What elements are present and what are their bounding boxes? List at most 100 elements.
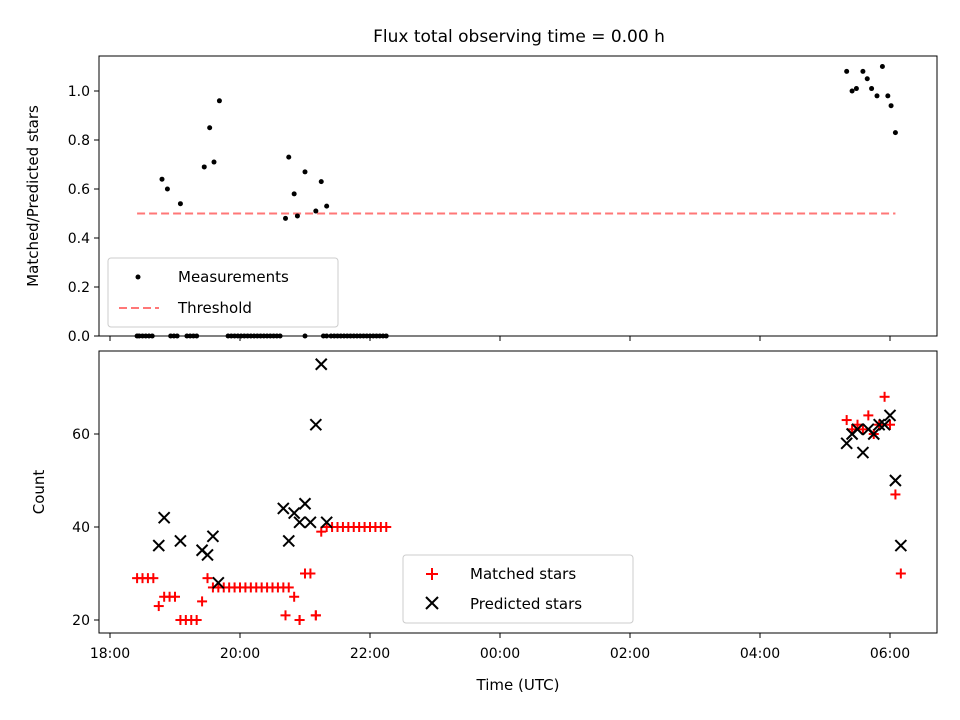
matched-star-point [153,601,164,612]
x-tick-label: 06:00 [870,646,910,662]
measurement-point [201,164,207,170]
measurement-point [888,103,894,109]
predicted-star-point [174,534,187,548]
matched-star-point [170,591,180,602]
bottom-y-tick-label: 20 [72,613,90,629]
matched-star-point [879,391,890,402]
predicted-star-point [201,548,214,562]
predicted-star-point [315,358,328,371]
matched-star-point [294,615,305,625]
matched-star-point [890,489,901,500]
matched-star-point [857,424,868,435]
bottom-y-tick-label: 40 [72,520,90,536]
top-legend-box [107,257,339,328]
top-panel: 0.0 0.2 0.4 0.6 0.8 1.0 Matched/Predicted sta… [24,55,938,345]
matched-star-point [280,610,291,621]
measurement-point [324,203,330,209]
predicted-star-point [293,516,306,529]
measurement-point [283,215,288,221]
legend-matched-marker [426,568,438,580]
measurement-point [291,191,297,197]
bottom-y-tick-label: 60 [72,427,90,443]
matched-star-point [289,591,300,602]
legend-predicted-label: Predicted stars [470,595,582,613]
predicted-star-point [206,530,220,543]
matched-star-point [283,582,294,593]
measurement-point [849,88,855,94]
measurement-point [885,93,891,99]
legend-measurements-marker [135,274,141,280]
predicted-star-point [309,418,323,431]
top-plot-frame [98,55,938,337]
top-y-tick-label: 0.4 [68,231,90,247]
matched-star-point [863,410,874,421]
matched-star-point [885,419,895,430]
predicted-star-point [872,418,886,431]
measurements-series [134,64,898,339]
bottom-y-axis-label: Count [30,470,48,515]
matched-star-point [197,596,208,607]
matched-star-point [202,573,213,584]
predicted-star-point [152,539,165,552]
x-tick-label: 20:00 [220,646,260,662]
predicted-star-point [883,409,897,422]
bottom-panel: 20 40 60 18:00 20:00 22:00 00:00 02:00 04:00 06:… [30,350,938,694]
predicted-star-point [894,539,908,552]
measurement-point [869,86,875,92]
measurement-point [294,213,300,219]
x-tick-label: 02:00 [610,646,650,662]
top-y-tick-label: 0.0 [68,329,90,345]
measurement-point [286,154,292,160]
x-tick-label: 04:00 [740,646,780,662]
top-legend: Measurements Threshold [107,257,339,328]
top-y-ticks: 0.0 0.2 0.4 0.6 0.8 1.0 [68,84,99,345]
bottom-legend-box [402,554,634,624]
predicted-star-point [851,423,864,436]
top-y-tick-label: 1.0 [68,84,90,100]
bottom-y-ticks: 20 40 60 [72,427,99,629]
predicted-star-point [867,427,880,441]
predicted-star-point [282,534,295,548]
matched-star-point [895,568,906,579]
matched-star-point [381,522,392,532]
predicted-star-point [856,446,870,459]
measurement-point [211,159,217,165]
predicted-star-point [320,516,333,529]
matched-star-point [300,568,310,579]
measurement-point [302,169,308,175]
bottom-legend: Matched stars Predicted stars [402,554,634,624]
measurement-point [159,176,165,182]
top-y-axis-label: Matched/Predicted stars [24,105,42,287]
top-y-tick-label: 0.2 [68,280,90,296]
top-y-tick-label: 0.8 [68,133,90,149]
measurement-point [216,98,222,104]
predicted-star-point [889,474,902,487]
measurement-point [318,179,324,185]
x-tick-label: 22:00 [350,646,390,662]
measurement-point [207,125,213,131]
measurement-point [164,186,170,192]
matched-star-point [316,526,327,537]
chart-title: Flux total observing time = 0.00 h [373,27,665,47]
predicted-star-point [840,437,853,450]
measurement-point [853,86,859,92]
legend-measurements-label: Measurements [178,268,289,286]
x-axis-label: Time (UTC) [476,676,560,694]
measurement-point [177,201,183,207]
measurement-point [864,76,870,82]
bottom-x-ticks: 18:00 20:00 22:00 00:00 02:00 04:00 06:00 [90,633,910,662]
legend-threshold-label: Threshold [177,299,252,317]
legend-predicted-marker [425,596,439,610]
measurement-point [892,130,898,136]
predicted-star-point [287,506,301,520]
matched-star-point [148,573,159,584]
measurement-point [313,208,319,214]
predicted-star-point [212,576,225,590]
measurement-point [879,64,885,69]
matched-star-point [841,415,852,426]
bottom-plot-frame [98,350,938,634]
predicted-star-point [878,418,891,431]
predicted-star-point [304,516,317,529]
x-tick-label: 00:00 [480,646,520,662]
